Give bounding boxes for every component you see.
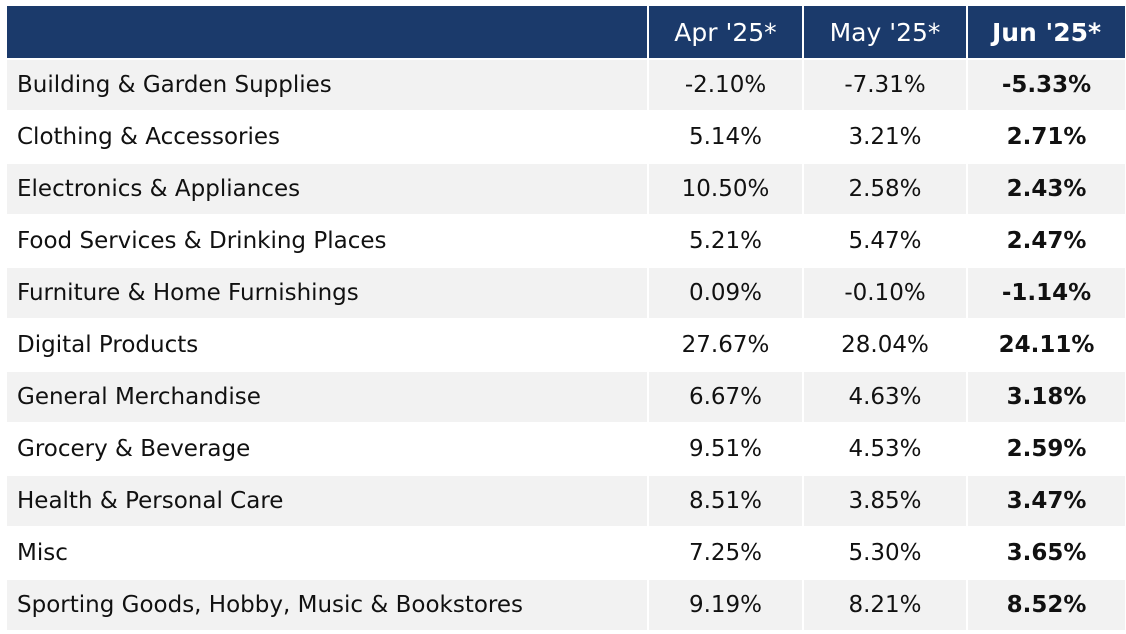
value-cell-col-1: -0.10%	[802, 266, 966, 318]
value-cell-col-2: 2.43%	[966, 162, 1125, 214]
header-jun: Jun '25*	[966, 6, 1125, 58]
value-cell-col-0: 6.67%	[647, 370, 802, 422]
table-row: General Merchandise 6.67% 4.63% 3.18%	[7, 370, 1125, 422]
row-category-label: Grocery & Beverage	[7, 422, 647, 474]
table-body: Building & Garden Supplies -2.10% -7.31% -5…	[7, 58, 1125, 630]
header-may: May '25*	[802, 6, 966, 58]
table-row: Food Services & Drinking Places 5.21% 5.47…	[7, 214, 1125, 266]
header-apr: Apr '25*	[647, 6, 802, 58]
value-cell-col-2: 24.11%	[966, 318, 1125, 370]
value-cell-col-2: -1.14%	[966, 266, 1125, 318]
value-cell-col-1: 3.21%	[802, 110, 966, 162]
value-cell-col-2: -5.33%	[966, 58, 1125, 110]
value-cell-col-0: 0.09%	[647, 266, 802, 318]
value-cell-col-1: 4.53%	[802, 422, 966, 474]
value-cell-col-0: 7.25%	[647, 526, 802, 578]
value-cell-col-0: 9.19%	[647, 578, 802, 630]
value-cell-col-0: 9.51%	[647, 422, 802, 474]
value-cell-col-0: -2.10%	[647, 58, 802, 110]
row-category-label: Misc	[7, 526, 647, 578]
value-cell-col-0: 27.67%	[647, 318, 802, 370]
row-category-label: Furniture & Home Furnishings	[7, 266, 647, 318]
growth-table: Apr '25* May '25* Jun '25* Building & Ga…	[7, 6, 1125, 630]
value-cell-col-2: 2.47%	[966, 214, 1125, 266]
value-cell-col-2: 2.59%	[966, 422, 1125, 474]
row-category-label: Building & Garden Supplies	[7, 58, 647, 110]
row-category-label: Electronics & Appliances	[7, 162, 647, 214]
table-row: Furniture & Home Furnishings 0.09% -0.10% -…	[7, 266, 1125, 318]
row-category-label: Health & Personal Care	[7, 474, 647, 526]
row-category-label: Food Services & Drinking Places	[7, 214, 647, 266]
table-header-row: Apr '25* May '25* Jun '25*	[7, 6, 1125, 58]
table-row: Sporting Goods, Hobby, Music & Bookstore…	[7, 578, 1125, 630]
row-category-label: Clothing & Accessories	[7, 110, 647, 162]
table-row: Electronics & Appliances 10.50% 2.58% 2.43%	[7, 162, 1125, 214]
value-cell-col-1: 5.30%	[802, 526, 966, 578]
value-cell-col-2: 2.71%	[966, 110, 1125, 162]
value-cell-col-1: 2.58%	[802, 162, 966, 214]
value-cell-col-1: -7.31%	[802, 58, 966, 110]
table-row: Grocery & Beverage 9.51% 4.53% 2.59%	[7, 422, 1125, 474]
value-cell-col-0: 10.50%	[647, 162, 802, 214]
value-cell-col-2: 3.65%	[966, 526, 1125, 578]
value-cell-col-0: 5.14%	[647, 110, 802, 162]
value-cell-col-0: 5.21%	[647, 214, 802, 266]
value-cell-col-1: 3.85%	[802, 474, 966, 526]
value-cell-col-1: 5.47%	[802, 214, 966, 266]
table-row: Misc 7.25% 5.30% 3.65%	[7, 526, 1125, 578]
table-row: Building & Garden Supplies -2.10% -7.31% -5…	[7, 58, 1125, 110]
row-category-label: Digital Products	[7, 318, 647, 370]
table-row: Digital Products 27.67% 28.04% 24.11%	[7, 318, 1125, 370]
value-cell-col-0: 8.51%	[647, 474, 802, 526]
value-cell-col-2: 8.52%	[966, 578, 1125, 630]
value-cell-col-1: 28.04%	[802, 318, 966, 370]
table-row: Health & Personal Care 8.51% 3.85% 3.47%	[7, 474, 1125, 526]
value-cell-col-1: 8.21%	[802, 578, 966, 630]
value-cell-col-2: 3.47%	[966, 474, 1125, 526]
header-category-cell	[7, 6, 647, 58]
value-cell-col-1: 4.63%	[802, 370, 966, 422]
table-row: Clothing & Accessories 5.14% 3.21% 2.71%	[7, 110, 1125, 162]
value-cell-col-2: 3.18%	[966, 370, 1125, 422]
row-category-label: General Merchandise	[7, 370, 647, 422]
row-category-label: Sporting Goods, Hobby, Music & Bookstore…	[7, 578, 647, 630]
